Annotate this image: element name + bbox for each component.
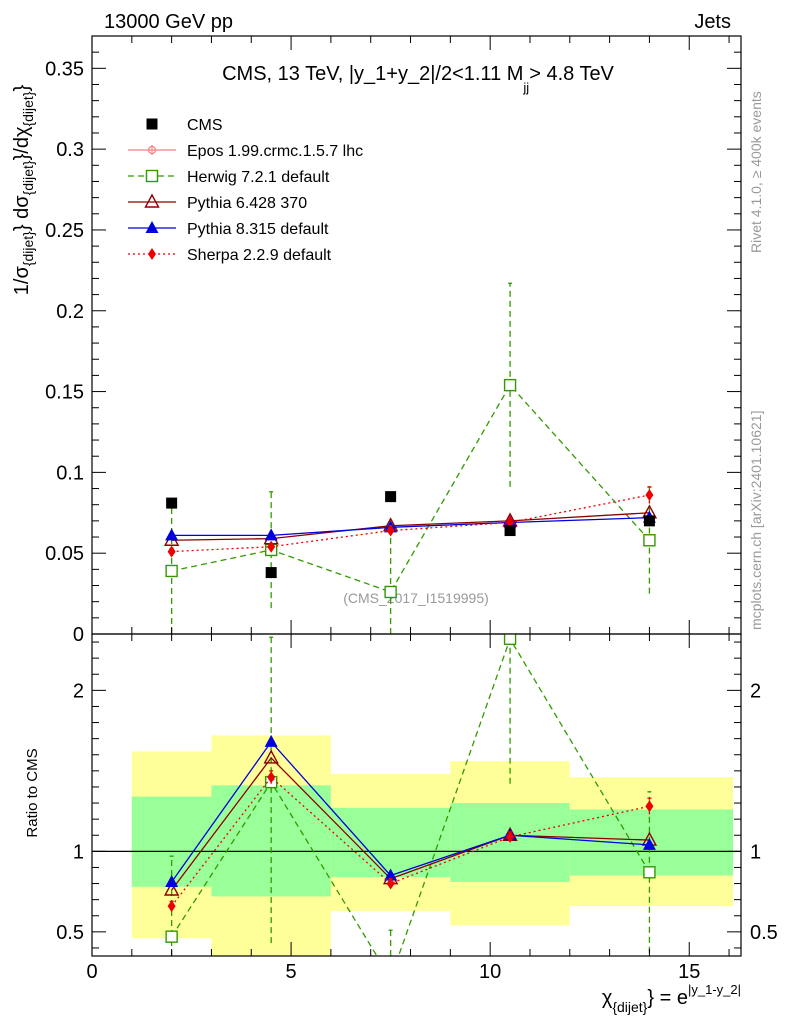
- analysis-watermark: (CMS_2017_I1519995): [343, 590, 489, 606]
- main-title-text: CMS, 13 TeV, |y_1+y_2|/2<1.11 M: [222, 63, 523, 85]
- main-herwig-7-2-1-default-line: [171, 384, 650, 593]
- main-cms-point: [265, 567, 277, 579]
- main-herwig-7-2-1-default-point: [165, 564, 178, 578]
- ratio-plot-content: [92, 634, 741, 956]
- main-panel: CMS, 13 TeV, |y_1+y_2|/2<1.11 Mjj> 4.8 T…: [11, 35, 742, 646]
- ratio-ytick-label: 1: [73, 841, 84, 863]
- main-cms-point: [166, 497, 178, 509]
- ratio-herwig-7-2-1-default-point: [503, 634, 517, 646]
- main-ytick-label: 0.3: [56, 139, 84, 161]
- ratio-green-band: [330, 807, 451, 878]
- legend-cms-label: CMS: [187, 117, 223, 134]
- main-title-tail: > 4.8 TeV: [529, 63, 614, 85]
- ratio-herwig-7-2-1-default-point: [165, 930, 178, 943]
- ratio-herwig-7-2-1-default-point: [643, 866, 656, 879]
- ratio-ytick-label-right: 0.5: [750, 922, 778, 944]
- main-sherpa-2-2-9-default-point: [167, 545, 176, 558]
- legend-sherpa-2-2-9-default-label: Sherpa 2.2.9 default: [187, 247, 332, 264]
- ratio-sherpa-2-2-9-default-point: [645, 800, 654, 813]
- legend-sherpa-2-2-9-default-marker: [148, 248, 156, 260]
- legend-herwig-7-2-1-default-label: Herwig 7.2.1 default: [187, 169, 330, 186]
- ratio-ytick-label: 0.5: [56, 922, 84, 944]
- ratio-ytick-label-right: 2: [750, 680, 761, 702]
- ratio-uncertainty-bands: [131, 735, 734, 956]
- main-title-subscript: jj: [522, 80, 529, 95]
- main-ytick-label: 0.05: [45, 543, 84, 565]
- main-series-group: [163, 282, 658, 634]
- legend-epos-1-99-crmc-1-5-7-lhc-label: Epos 1.99.crmc.1.5.7 lhc: [187, 143, 363, 160]
- ratio-series-group: [92, 634, 741, 956]
- ratio-sherpa-2-2-9-default-point: [167, 900, 176, 913]
- legend-pythia-6-428-370-label: Pythia 6.428 370: [187, 195, 307, 212]
- ratio-pythia-8-315-default-point: [165, 874, 179, 887]
- ratio-axes: 0 5 10 15 0.5 0.5 1 1 2 2: [56, 633, 778, 983]
- legend-herwig-7-2-1-default-marker: [145, 169, 159, 183]
- main-ytick-label: 0.1: [56, 462, 84, 484]
- legend-cms-marker: [146, 118, 158, 130]
- ratio-herwig-7-2-1-default-line: [171, 637, 650, 956]
- legend-pythia-8-315-default-label: Pythia 8.315 default: [187, 221, 329, 238]
- ratio-pythia-8-315-default-point: [264, 734, 278, 747]
- main-plot-content: [163, 282, 658, 634]
- ratio-frame: [91, 633, 742, 957]
- main-pythia-8-315-default-point: [264, 528, 278, 541]
- mcplots-reference-label: mcplots.cern.ch [arXiv:2401.10621]: [748, 411, 764, 630]
- x-axis-label: χ{dijet}} = e|y_1-y_2|: [602, 982, 741, 1015]
- main-cms-point: [504, 525, 516, 537]
- ratio-pythia-6-428-370-point: [163, 881, 180, 896]
- ratio-pythia-8-315-default-point: [384, 868, 398, 881]
- ratio-panel: 0 5 10 15 0.5 0.5 1 1 2 2 Ratio to CMS χ{dijet}} …: [24, 633, 778, 1015]
- main-pythia-8-315-default-point: [165, 528, 179, 541]
- ratio-pythia-8-315-default-point: [642, 837, 656, 850]
- main-ytick-label: 0.35: [45, 58, 84, 80]
- main-cms-point: [385, 491, 397, 503]
- main-herwig-7-2-1-default-point: [643, 534, 656, 547]
- ratio-sherpa-2-2-9-default-point: [386, 877, 395, 890]
- main-ytick-label-zero: 0: [73, 624, 84, 646]
- ratio-xtick-label: 10: [479, 961, 501, 983]
- main-sherpa-2-2-9-default-point: [645, 489, 654, 502]
- main-pythia-8-315-default-line: [171, 516, 650, 537]
- main-sherpa-2-2-9-default-line: [171, 494, 650, 553]
- header-process-label: Jets: [694, 11, 731, 33]
- main-ytick-label: 0.2: [56, 301, 84, 323]
- main-axes: 0.05 0.1 0.15 0.2 0.25 0.3 0.35 0: [45, 35, 742, 646]
- ratio-y-axis-label: Ratio to CMS: [24, 748, 41, 837]
- ratio-ytick-label-right: 1: [750, 841, 761, 863]
- main-ytick-label: 0.15: [45, 382, 84, 404]
- ratio-sherpa-2-2-9-default-point: [267, 771, 276, 784]
- main-herwig-7-2-1-default-point: [503, 378, 517, 392]
- main-ytick-label: 0.25: [45, 220, 84, 242]
- rivet-version-label: Rivet 4.1.0, ≥ 400k events: [748, 91, 764, 253]
- ratio-xtick-label: 5: [286, 961, 297, 983]
- legend-pythia-6-428-370-marker: [144, 193, 160, 208]
- legend: CMS Epos 1.99.crmc.1.5.7 lhc Herwig 7.2.1 …: [128, 117, 363, 264]
- main-cms-point: [643, 515, 655, 527]
- main-herwig-7-2-1-default-point: [384, 585, 397, 599]
- main-y-axis-label: 1/σ{dijet}} dσ{dijet}}/dχ{dijet}}: [11, 84, 36, 295]
- main-sherpa-2-2-9-default-point: [386, 524, 395, 537]
- ratio-ytick-label: 2: [73, 680, 84, 702]
- ratio-xtick-label: 0: [86, 961, 97, 983]
- ratio-xtick-label: 15: [678, 961, 700, 983]
- header-energy-label: 13000 GeV pp: [104, 11, 233, 33]
- ratio-sherpa-2-2-9-default-point: [506, 830, 515, 843]
- ratio-pythia-6-428-370-point: [263, 749, 279, 764]
- main-sherpa-2-2-9-default-point: [267, 540, 276, 553]
- legend-pythia-8-315-default-marker: [145, 221, 159, 233]
- main-title: CMS, 13 TeV, |y_1+y_2|/2<1.11 Mjj> 4.8 T…: [222, 63, 614, 95]
